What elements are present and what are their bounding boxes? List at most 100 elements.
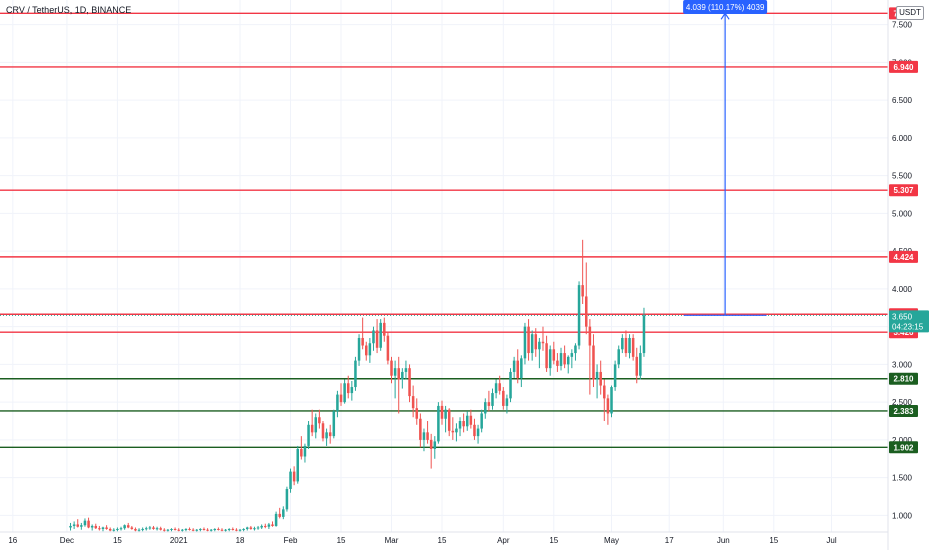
candle-body <box>220 529 224 531</box>
candle-body <box>300 448 303 457</box>
candle-body <box>498 383 501 391</box>
x-tick-label: Apr <box>497 536 510 545</box>
candle-body <box>613 364 617 388</box>
candle-body <box>375 330 379 348</box>
candle-body <box>253 528 256 530</box>
candle-body <box>451 430 455 433</box>
candle-body <box>148 527 152 529</box>
candle-body <box>145 528 148 530</box>
y-tick-label: 6.000 <box>892 134 913 143</box>
support-tag: 1.902 <box>893 443 914 452</box>
candle-body <box>585 296 588 327</box>
y-tick-label: 5.000 <box>892 209 913 218</box>
candle-body <box>249 527 253 529</box>
candle-body <box>530 334 534 354</box>
candle-body <box>429 439 433 449</box>
candle-body <box>202 528 206 530</box>
candle-body <box>314 417 318 433</box>
candle-body <box>541 341 545 344</box>
candle-body <box>137 529 141 531</box>
support-tag: 2.810 <box>893 375 914 384</box>
candle-body <box>393 368 397 376</box>
candle-body <box>235 529 238 531</box>
candle-body <box>408 368 411 397</box>
candle-body <box>134 528 137 531</box>
candle-body <box>552 349 556 361</box>
candle-body <box>195 529 199 531</box>
resistance-tag: 5.307 <box>893 186 914 195</box>
candle-body <box>502 390 505 406</box>
candle-body <box>354 360 357 388</box>
candle-body <box>404 368 408 372</box>
candle-body <box>231 528 235 530</box>
resistance-tag-bg <box>889 60 918 73</box>
candle-body <box>289 471 292 489</box>
candle-body <box>570 353 574 357</box>
candle-body <box>69 525 72 528</box>
measure-label: 4.039 (110.17%) 4039 <box>686 3 765 12</box>
candle-body <box>545 343 548 369</box>
candle-body <box>98 528 101 530</box>
candle-body <box>422 432 426 440</box>
candle-body <box>458 421 462 429</box>
candle-body <box>509 371 512 399</box>
x-tick-label: 16 <box>8 536 17 545</box>
x-tick-label: Mar <box>385 536 399 545</box>
candle-body <box>411 396 415 409</box>
candle-body <box>76 524 79 527</box>
candle-body <box>361 337 364 346</box>
x-tick-label: Feb <box>284 536 298 545</box>
candle-body <box>199 528 202 530</box>
candle-body <box>256 527 260 529</box>
candle-body <box>274 513 278 526</box>
candle-body <box>285 488 289 510</box>
candle-body <box>346 383 350 394</box>
candle-body <box>90 525 94 528</box>
candle-body <box>548 349 552 369</box>
candle-body <box>383 322 386 336</box>
candle-body <box>177 529 180 531</box>
candle-body <box>527 326 530 354</box>
candle-body <box>184 528 188 530</box>
y-tick-label: 5.500 <box>892 172 913 181</box>
candle-body <box>152 527 155 529</box>
candle-body <box>173 528 177 530</box>
candle-body <box>242 528 245 530</box>
candle-body <box>559 353 563 366</box>
x-tick-label: Jun <box>717 536 730 545</box>
candle-body <box>155 528 159 530</box>
support-tag-bg <box>889 372 918 385</box>
candle-body <box>83 520 87 526</box>
candle-body <box>318 417 321 424</box>
candle-body <box>390 360 393 376</box>
candle-body <box>462 421 465 427</box>
candle-body <box>368 343 372 356</box>
x-tick-label: Dec <box>60 536 74 545</box>
measure-tool: 4.039 (110.17%) 4039 <box>683 0 768 316</box>
candle-body <box>617 349 620 365</box>
candle-body <box>119 528 123 530</box>
candle-body <box>278 513 281 517</box>
candle-body <box>321 423 325 439</box>
candle-body <box>365 345 368 356</box>
candle-body <box>181 529 184 531</box>
candle-body <box>191 529 195 531</box>
candle-body <box>123 525 126 529</box>
candle-body <box>473 424 476 437</box>
candle-body <box>116 528 119 530</box>
horizontal-levels <box>0 12 888 448</box>
candle-body <box>437 405 440 442</box>
currency-label[interactable]: USDT <box>896 6 924 20</box>
support-tag: 2.383 <box>893 407 914 416</box>
candle-body <box>343 383 346 403</box>
candle-body <box>491 393 494 406</box>
candle-body <box>260 525 263 528</box>
candle-body <box>621 337 624 350</box>
candle-body <box>563 353 566 365</box>
resistance-tag: 4.424 <box>893 253 914 262</box>
candle-body <box>271 524 274 526</box>
resistance-tag: 6.940 <box>893 63 914 72</box>
